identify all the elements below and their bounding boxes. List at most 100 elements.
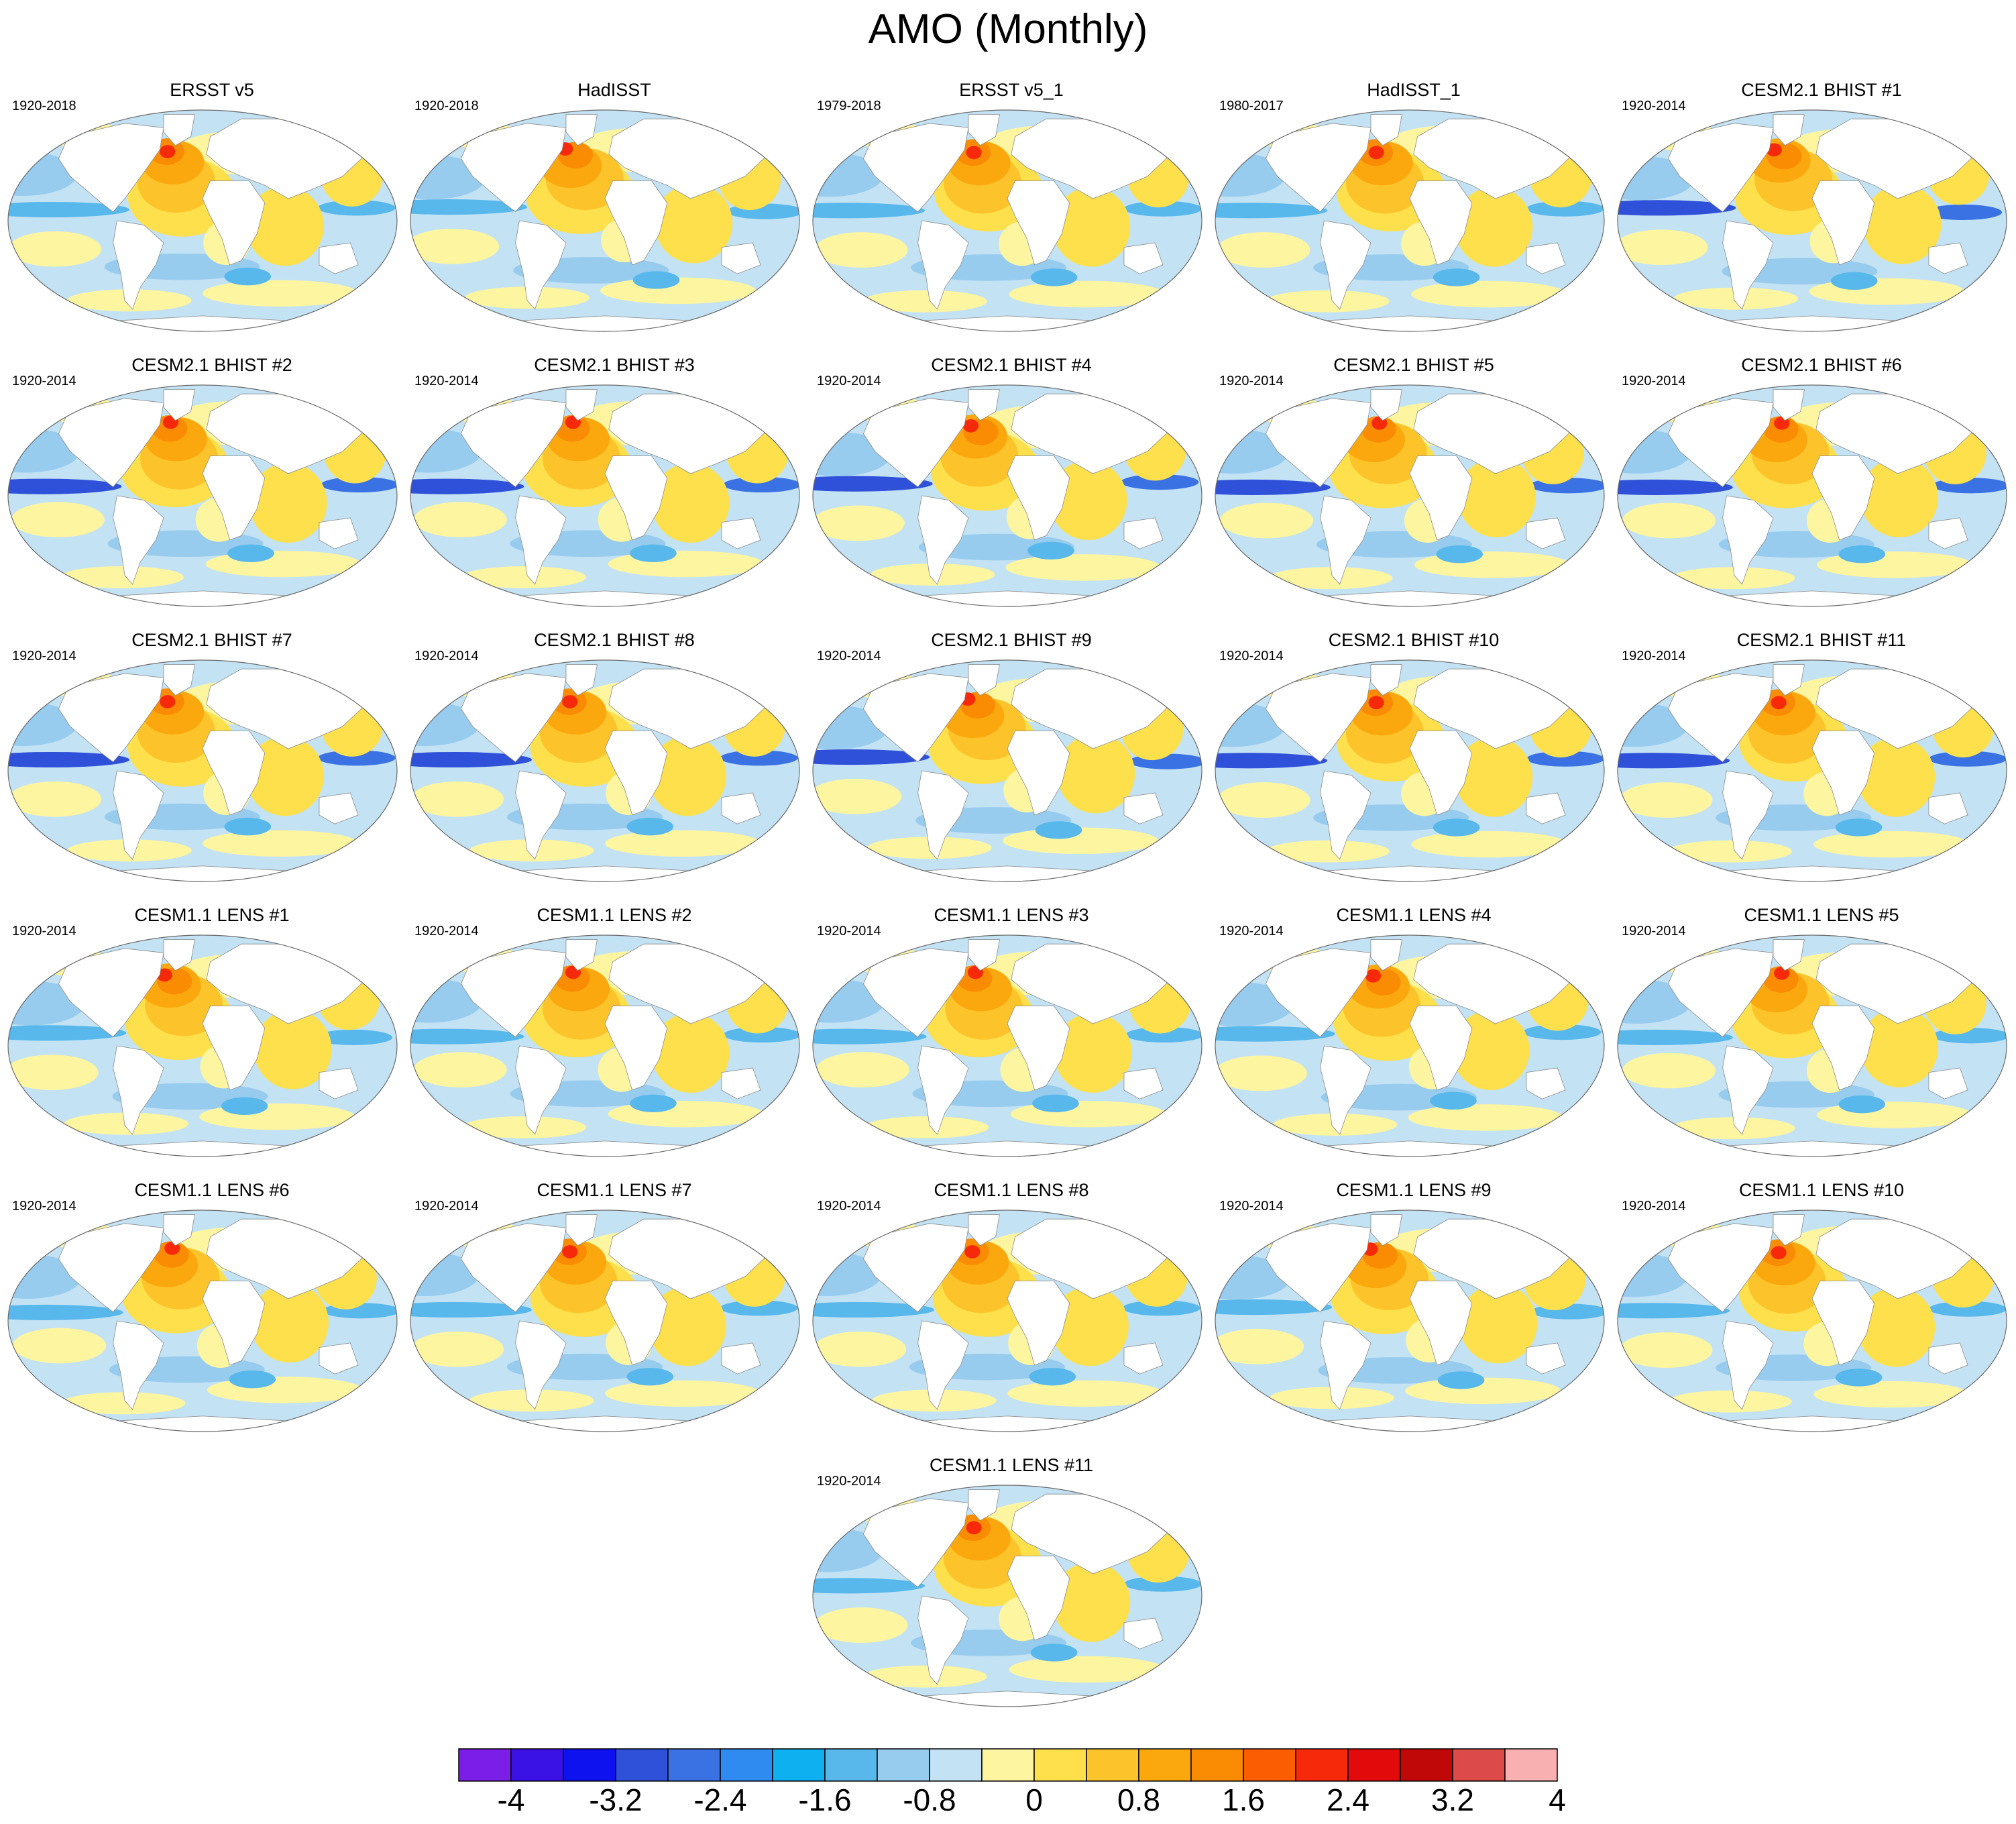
sst-field bbox=[813, 385, 1202, 606]
colorbar-swatch bbox=[877, 1748, 930, 1782]
panel-period: 1920-2014 bbox=[12, 374, 76, 388]
sst-field bbox=[813, 660, 1202, 881]
panel-title: CESM2.1 BHIST #11 bbox=[1736, 630, 1907, 650]
colorbar-swatch bbox=[1347, 1748, 1401, 1782]
sst-field bbox=[1618, 110, 2007, 331]
colorbar-tick-label: 1.6 bbox=[1222, 1782, 1265, 1817]
sst-map bbox=[812, 934, 1202, 1157]
sst-map bbox=[1215, 1210, 1605, 1432]
panel-period: 1920-2014 bbox=[817, 924, 881, 938]
sst-field bbox=[1215, 110, 1604, 331]
sst-field bbox=[1618, 660, 2007, 881]
panel-period: 1920-2014 bbox=[817, 649, 881, 663]
panel-period: 1920-2014 bbox=[1622, 1199, 1686, 1214]
colorbar-tick-label: -2.4 bbox=[693, 1782, 747, 1817]
sst-field bbox=[1618, 385, 2007, 606]
map-panel: CESM2.1 BHIST #5 1920-2014 bbox=[1213, 354, 1615, 629]
map-panel: CESM1.1 LENS #2 1920-2014 bbox=[408, 904, 810, 1179]
sst-field bbox=[1215, 935, 1604, 1157]
map-panel: CESM2.1 BHIST #2 1920-2014 bbox=[5, 354, 408, 629]
figure-title: AMO (Monthly) bbox=[868, 6, 1148, 52]
sst-map bbox=[812, 109, 1202, 332]
sst-map bbox=[812, 384, 1202, 607]
panel-title: CESM2.1 BHIST #7 bbox=[131, 630, 292, 650]
map-panel: CESM2.1 BHIST #9 1920-2014 bbox=[810, 629, 1213, 904]
sst-map bbox=[410, 659, 800, 882]
panel-title: CESM2.1 BHIST #1 bbox=[1741, 80, 1902, 100]
map-panel: ERSST v5 1920-2018 bbox=[5, 79, 408, 354]
sst-field bbox=[1618, 1210, 2007, 1432]
panel-title: CESM1.1 LENS #9 bbox=[1336, 1180, 1492, 1200]
sst-map bbox=[410, 384, 800, 607]
sst-field bbox=[1215, 660, 1604, 881]
colorbar-swatch bbox=[667, 1748, 721, 1782]
panel-title: CESM1.1 LENS #11 bbox=[929, 1455, 1094, 1475]
panel-period: 1920-2014 bbox=[12, 1199, 76, 1214]
sst-field bbox=[410, 110, 799, 331]
colorbar-swatch bbox=[1086, 1748, 1139, 1782]
colorbar-tick-label: 2.4 bbox=[1327, 1782, 1369, 1817]
map-panel: CESM1.1 LENS #7 1920-2014 bbox=[408, 1179, 810, 1454]
sst-field bbox=[8, 1210, 397, 1432]
panel-grid: ERSST v5 1920-2018 HadISST 1920-2018 ERSST v… bbox=[5, 79, 2016, 1729]
sst-field bbox=[410, 385, 799, 606]
sst-map bbox=[1617, 384, 2007, 607]
map-panel: CESM1.1 LENS #11 1920-2014 bbox=[810, 1454, 1213, 1729]
panel-title: CESM2.1 BHIST #6 bbox=[1741, 355, 1902, 375]
map-panel: CESM2.1 BHIST #7 1920-2014 bbox=[5, 629, 408, 904]
sst-map bbox=[812, 1485, 1202, 1707]
panel-title: CESM1.1 LENS #10 bbox=[1738, 1180, 1905, 1200]
panel-title: HadISST_1 bbox=[1367, 80, 1461, 100]
sst-map bbox=[410, 1210, 800, 1432]
colorbar-swatch bbox=[1243, 1748, 1296, 1782]
panel-title: CESM2.1 BHIST #4 bbox=[931, 355, 1092, 375]
colorbar-tick-label: 4 bbox=[1549, 1782, 1566, 1817]
panel-title: CESM2.1 BHIST #3 bbox=[534, 355, 695, 375]
panel-title: ERSST v5_1 bbox=[959, 80, 1064, 100]
sst-field bbox=[8, 110, 397, 331]
map-panel: HadISST_1 1980-2017 bbox=[1213, 79, 1615, 354]
map-panel: CESM2.1 BHIST #10 1920-2014 bbox=[1213, 629, 1615, 904]
panel-period: 1920-2014 bbox=[414, 924, 479, 938]
map-panel: CESM1.1 LENS #3 1920-2014 bbox=[810, 904, 1213, 1179]
panel-period: 1920-2014 bbox=[1219, 1199, 1284, 1214]
panel-period: 1920-2018 bbox=[414, 99, 479, 113]
panel-title: CESM1.1 LENS #3 bbox=[934, 905, 1089, 925]
panel-period: 1920-2014 bbox=[1219, 649, 1284, 663]
panel-title: ERSST v5 bbox=[170, 80, 254, 100]
panel-title: CESM1.1 LENS #2 bbox=[537, 905, 692, 925]
sst-map bbox=[7, 384, 398, 607]
colorbar-tick-label: -4 bbox=[497, 1782, 525, 1817]
sst-map bbox=[812, 659, 1202, 882]
panel-period: 1920-2014 bbox=[414, 649, 479, 663]
sst-map bbox=[7, 109, 398, 332]
colorbar-swatch bbox=[1033, 1748, 1087, 1782]
panel-title: CESM1.1 LENS #5 bbox=[1744, 905, 1899, 925]
map-panel: CESM2.1 BHIST #3 1920-2014 bbox=[408, 354, 810, 629]
panel-period: 1979-2018 bbox=[817, 99, 881, 113]
sst-map bbox=[410, 934, 800, 1157]
colorbar-swatch bbox=[981, 1748, 1035, 1782]
map-panel: CESM1.1 LENS #9 1920-2014 bbox=[1213, 1179, 1615, 1454]
colorbar-tick-label: 0 bbox=[1025, 1782, 1043, 1817]
colorbar-swatch bbox=[1400, 1748, 1453, 1782]
sst-map bbox=[1617, 1210, 2007, 1432]
panel-title: CESM1.1 LENS #6 bbox=[134, 1180, 290, 1200]
colorbar-swatch bbox=[1295, 1748, 1349, 1782]
panel-period: 1920-2014 bbox=[817, 1474, 881, 1489]
panel-period: 1920-2014 bbox=[1622, 649, 1686, 663]
sst-field bbox=[813, 935, 1202, 1157]
sst-field bbox=[410, 935, 799, 1157]
map-panel: CESM2.1 BHIST #6 1920-2014 bbox=[1615, 354, 2016, 629]
sst-map bbox=[1617, 109, 2007, 332]
map-panel: CESM1.1 LENS #10 1920-2014 bbox=[1615, 1179, 2016, 1454]
panel-period: 1920-2014 bbox=[1219, 374, 1284, 388]
sst-map bbox=[7, 659, 398, 882]
panel-period: 1920-2014 bbox=[1622, 924, 1686, 938]
panel-period: 1920-2014 bbox=[1622, 99, 1686, 113]
colorbar-swatch bbox=[1190, 1748, 1244, 1782]
map-panel: CESM1.1 LENS #8 1920-2014 bbox=[810, 1179, 1213, 1454]
colorbar-swatch bbox=[1138, 1748, 1192, 1782]
colorbar-swatch bbox=[929, 1748, 983, 1782]
map-panel: CESM1.1 LENS #6 1920-2014 bbox=[5, 1179, 408, 1454]
